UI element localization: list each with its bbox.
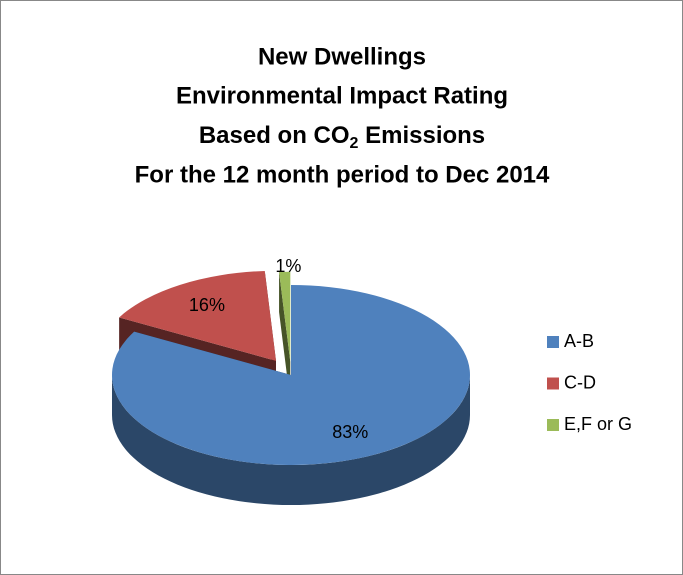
slice: [119, 270, 276, 361]
legend-swatch: [547, 419, 559, 431]
title-subscript: 2: [350, 135, 359, 152]
slice: [279, 271, 291, 362]
legend-label: A-B: [564, 331, 594, 351]
title-part: Emissions: [358, 122, 485, 149]
legend-swatch: [547, 336, 559, 348]
chart-title-line: For the 12 month period to Dec 2014: [135, 161, 550, 188]
data-label: 83%: [332, 422, 368, 442]
data-label: 16%: [189, 295, 225, 315]
legend-swatch: [547, 377, 559, 390]
slice: [112, 285, 471, 465]
chart-title-line: New Dwellings: [258, 43, 426, 70]
pie-tops: [112, 270, 471, 465]
legend-label: C-D: [564, 372, 596, 392]
data-label: 1%: [275, 256, 301, 276]
chart-title-line: Based on CO2 Emissions: [199, 122, 485, 152]
slice-cut-face: [279, 271, 291, 402]
slice-wall: [112, 375, 470, 505]
title-part: Based on CO: [199, 122, 350, 149]
legend-label: E,F or G: [564, 414, 632, 434]
chart-title-line: Environmental Impact Rating: [176, 82, 508, 109]
